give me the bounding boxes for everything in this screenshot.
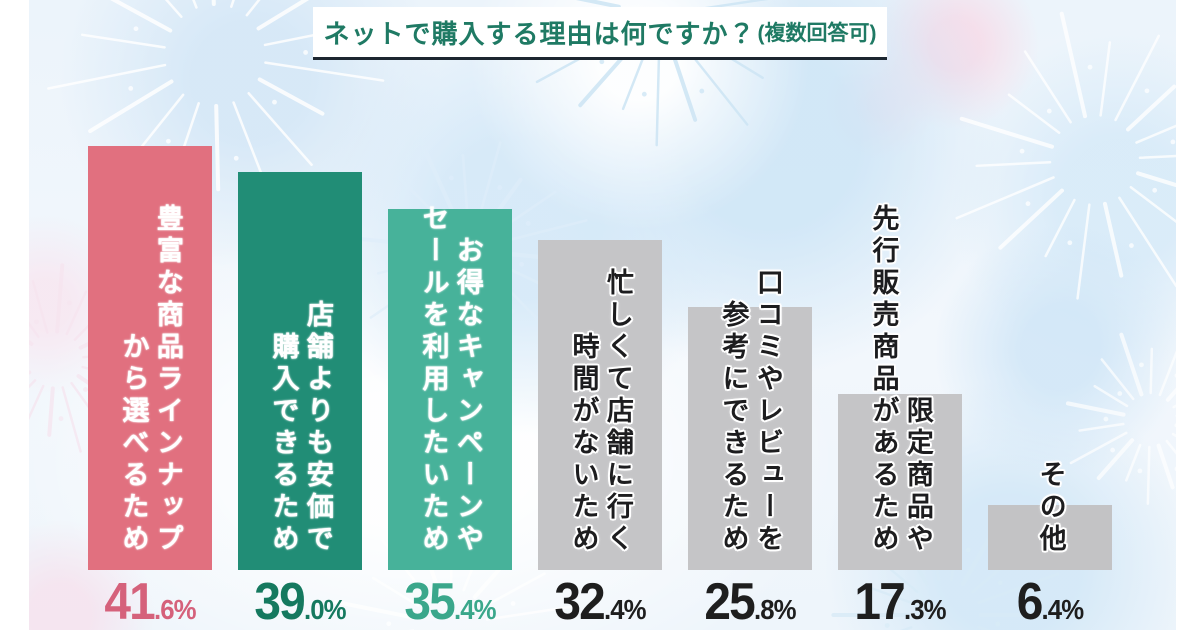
left-margin-band xyxy=(0,0,29,630)
bar-label-column: 限定商品や xyxy=(902,396,933,556)
bar-value-integer: 39 xyxy=(254,573,305,630)
bar-label-column: 先行販売商品があるため xyxy=(868,204,899,556)
bar-value: 17.3% xyxy=(826,576,973,628)
bar-label-column: 参考にできるため xyxy=(718,300,749,556)
bar-value-integer: 17 xyxy=(854,573,905,630)
bar-value-integer: 25 xyxy=(704,573,755,630)
bar-value-decimal: .3% xyxy=(903,594,947,625)
bar-label: その他 xyxy=(978,460,1122,556)
bar-rect xyxy=(388,209,512,570)
bar-label-column: 店舗よりも安価で xyxy=(302,300,333,556)
chart-title: ネットで購入する理由は何ですか？ xyxy=(323,18,756,49)
bar-label-column: セールを利用したいため xyxy=(418,204,449,556)
bar-value: 25.8% xyxy=(676,576,823,628)
bar-rect xyxy=(88,146,212,570)
bar-label-column: 購入できるため xyxy=(268,332,299,556)
bar-rect xyxy=(988,505,1112,570)
bar-rect xyxy=(688,307,812,570)
bar-rect xyxy=(538,240,662,570)
bar-label: 店舗よりも安価で 購入できるため xyxy=(228,300,372,556)
chart-title-box: ネットで購入する理由は何ですか？ (複数回答可) xyxy=(313,7,887,60)
bar-label-column: その他 xyxy=(1035,460,1066,556)
bar-label: 忙しくて店舗に行く 時間がないため xyxy=(528,268,672,556)
bar-value-decimal: .8% xyxy=(753,594,797,625)
bar-label: お得なキャンペーンや セールを利用したいため xyxy=(378,204,522,556)
bar-rect xyxy=(838,394,962,570)
bar-value: 41.6% xyxy=(76,576,223,628)
bar-label: 限定商品や 先行販売商品があるため xyxy=(828,204,972,556)
bar-value-decimal: .4% xyxy=(453,594,497,625)
bar-label: 口コミやレビューを 参考にできるため xyxy=(678,268,822,556)
bar-value-decimal: .0% xyxy=(303,594,347,625)
bar-label-column: 時間がないため xyxy=(568,332,599,556)
bar-value: 39.0% xyxy=(226,576,373,628)
bar-value-integer: 35 xyxy=(404,573,455,630)
bar-value-integer: 41 xyxy=(104,573,155,630)
bar-value-integer: 6 xyxy=(1016,573,1044,630)
bar-value: 32.4% xyxy=(526,576,673,628)
bar-label: 豊富な商品ラインナップ から選べるため xyxy=(78,204,222,556)
bar-label-column: 豊富な商品ラインナップ xyxy=(152,204,183,556)
bar-rect xyxy=(238,172,362,570)
bar-value: 35.4% xyxy=(376,576,523,628)
bar-value-integer: 32 xyxy=(554,573,605,630)
bar-value-decimal: .4% xyxy=(603,594,647,625)
bar-label-column: お得なキャンペーンや xyxy=(452,236,483,556)
bar-value-decimal: .4% xyxy=(1041,594,1085,625)
bar-label-column: から選べるため xyxy=(118,332,149,556)
bar-label-column: 忙しくて店舗に行く xyxy=(602,268,633,556)
chart-title-note: (複数回答可) xyxy=(757,22,877,45)
bar-label-column: 口コミやレビューを xyxy=(752,268,783,556)
right-margin-band xyxy=(1176,0,1200,630)
bar-value-decimal: .6% xyxy=(153,594,197,625)
bar-value: 6.4% xyxy=(976,576,1123,628)
